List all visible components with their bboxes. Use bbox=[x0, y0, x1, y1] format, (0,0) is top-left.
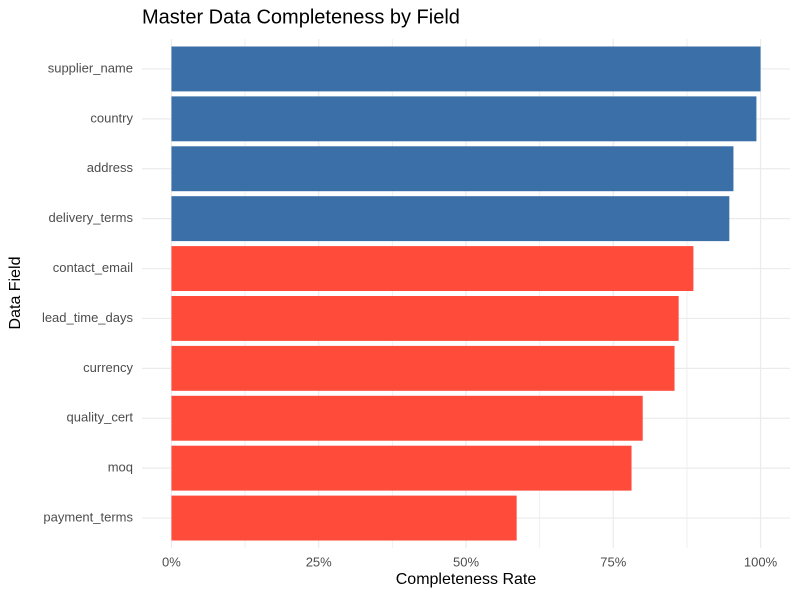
y-tick-label: address bbox=[87, 160, 134, 175]
bar bbox=[171, 46, 761, 92]
bar bbox=[171, 196, 730, 242]
y-tick-label: currency bbox=[83, 360, 133, 375]
y-tick-label: contact_email bbox=[53, 260, 133, 275]
x-tick-label: 50% bbox=[453, 554, 479, 569]
bar bbox=[171, 445, 632, 491]
y-tick-label: quality_cert bbox=[67, 410, 134, 425]
y-tick-label: moq bbox=[108, 460, 133, 475]
bar bbox=[171, 246, 694, 292]
x-tick-label: 25% bbox=[306, 554, 332, 569]
bar bbox=[171, 395, 643, 441]
x-tick-label: 75% bbox=[600, 554, 626, 569]
y-tick-label: country bbox=[90, 110, 133, 125]
bar bbox=[171, 146, 734, 192]
x-axis-title: Completeness Rate bbox=[396, 571, 537, 588]
y-tick-label: supplier_name bbox=[48, 60, 133, 75]
bar bbox=[171, 295, 679, 341]
y-tick-label: lead_time_days bbox=[42, 310, 134, 325]
y-axis-title: Data Field bbox=[7, 257, 24, 330]
x-tick-label: 0% bbox=[162, 554, 181, 569]
y-tick-label: payment_terms bbox=[43, 509, 133, 524]
y-tick-label: delivery_terms bbox=[48, 210, 133, 225]
chart-title: Master Data Completeness by Field bbox=[142, 6, 460, 28]
x-tick-label: 100% bbox=[744, 554, 778, 569]
bar bbox=[171, 96, 757, 142]
bar bbox=[171, 495, 517, 541]
bar bbox=[171, 345, 675, 391]
